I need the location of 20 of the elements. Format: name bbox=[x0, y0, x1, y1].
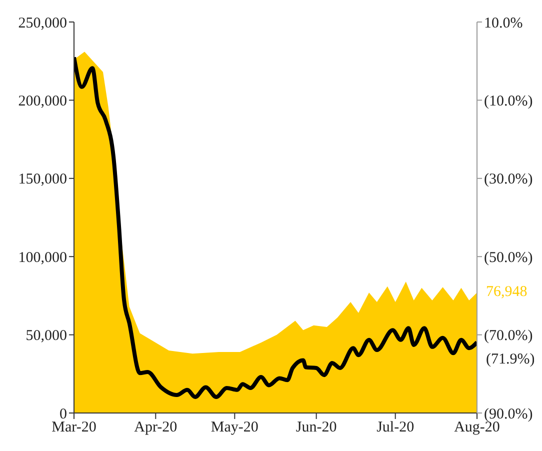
y-tick-label: 150,000 bbox=[18, 172, 67, 188]
y2-tick-label: (70.0%) bbox=[484, 328, 533, 344]
y2-tick-label: (10.0%) bbox=[484, 94, 533, 110]
x-tick-label: Apr-20 bbox=[134, 420, 178, 436]
y-tick-label: 0 bbox=[60, 406, 67, 422]
y2-tick-label: (50.0%) bbox=[484, 250, 533, 266]
x-tick-label: Jul-20 bbox=[376, 420, 414, 436]
x-tick-label: Aug-20 bbox=[454, 420, 500, 436]
y-tick-label: 100,000 bbox=[18, 250, 67, 266]
y-tick-label: 250,000 bbox=[18, 15, 67, 32]
y2-tick-label: (30.0%) bbox=[484, 172, 533, 188]
y-tick-label: 50,000 bbox=[26, 328, 67, 344]
x-tick-label: Jun-20 bbox=[296, 420, 337, 436]
x-tick-label: Mar-20 bbox=[52, 420, 96, 436]
y-tick-label: 200,000 bbox=[18, 94, 67, 110]
data-label: (71.9%) bbox=[486, 352, 535, 368]
data-label: 76,948 bbox=[486, 284, 528, 300]
x-tick-label: May-20 bbox=[210, 420, 258, 436]
y2-tick-label: (90.0%) bbox=[484, 406, 533, 422]
y2-tick-label: 10.0% bbox=[484, 15, 523, 32]
